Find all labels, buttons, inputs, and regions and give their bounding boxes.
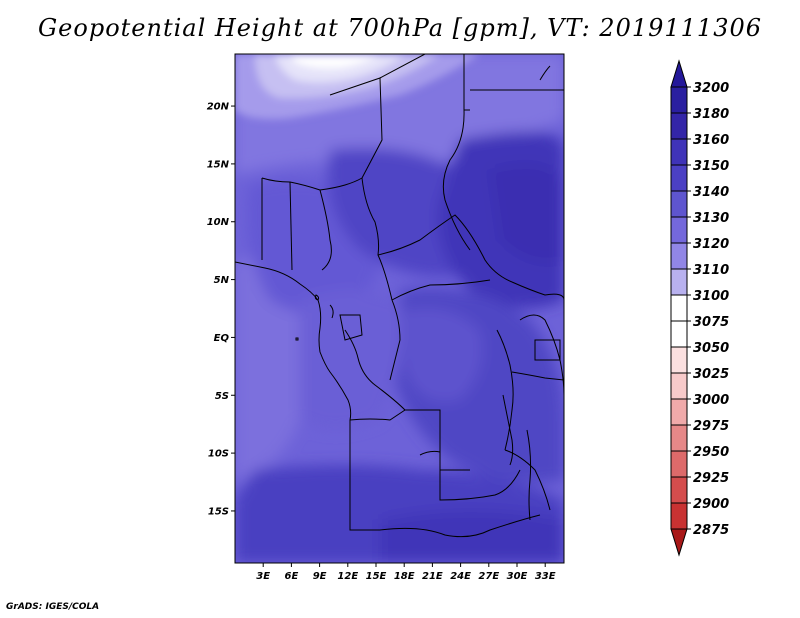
colorbar-label: 2925 [693,471,729,486]
colorbar-swatch [670,138,688,166]
grads-credit: GrADS: IGES/COLA [6,602,100,612]
colorbar-swatch [670,346,688,374]
colorbar-label: 2875 [693,523,729,538]
colorbar-swatch [670,450,688,478]
colorbar-label: 2975 [693,419,729,434]
colorbar-swatch [670,320,688,348]
lon-tick-label: 27E [478,571,499,582]
lon-tick-label: 9E [313,571,327,582]
lon-tick-label: 24E [450,571,471,582]
colorbar-label: 2950 [693,445,729,460]
lon-tick-label: 33E [535,571,556,582]
chart-title: Geopotential Height at 700hPa [gpm], VT:… [38,14,762,42]
colorbar-label: 3000 [693,393,729,408]
colorbar-label: 3150 [693,159,729,174]
colorbar: 3200 3180 3160 3150 3140 3130 3120 3110 3100 3075… [670,59,729,557]
colorbar-swatch [670,216,688,244]
lon-tick-label: 12E [337,571,358,582]
lat-tick-label: 10N [207,217,230,228]
colorbar-label: 3100 [693,289,729,304]
colorbar-swatch [670,112,688,140]
lat-tick-label: 15N [207,159,230,170]
colorbar-label: 3110 [693,263,729,278]
colorbar-label: 3120 [693,237,729,252]
lat-tick-label: 10S [208,449,229,460]
colorbar-label: 3200 [693,81,729,96]
lon-tick-label: 6E [285,571,299,582]
colorbar-swatch [670,86,688,114]
country-borders [235,54,564,538]
colorbar-swatch [670,294,688,322]
lat-tick-label: 5S [215,391,229,402]
lon-tick-label: 15E [366,571,387,582]
lat-tick-label: 15S [208,506,229,517]
colorbar-swatch [670,164,688,192]
height-field [235,54,564,563]
colorbar-bottom-cap [670,528,688,557]
colorbar-swatch [670,372,688,400]
lat-tick-label: EQ [214,333,230,344]
map-frame [234,53,565,564]
lon-tick-label: 30E [507,571,528,582]
colorbar-swatch [670,502,688,530]
lon-tick-label: 18E [394,571,415,582]
colorbar-label: 3050 [693,341,729,356]
colorbar-swatch [670,190,688,218]
colorbar-label: 3180 [693,107,729,122]
colorbar-label: 3140 [693,185,729,200]
colorbar-label: 3075 [693,315,729,330]
colorbar-label: 3130 [693,211,729,226]
colorbar-label: 3160 [693,133,729,148]
lat-tick-label: 5N [214,275,230,286]
lon-tick-label: 21E [422,571,443,582]
lat-tick-label: 20N [207,102,230,113]
colorbar-swatch [670,476,688,504]
colorbar-swatch [670,242,688,270]
lon-tick-label: 3E [256,571,270,582]
colorbar-label: 3025 [693,367,729,382]
colorbar-swatch [670,424,688,452]
colorbar-label: 2900 [693,497,729,512]
longitude-axis: 3E 6E 9E 12E 15E 18E 21E 24E 27E 30E 33E [256,563,556,582]
colorbar-top-cap [670,59,688,88]
colorbar-swatch [670,268,688,296]
colorbar-swatch [670,398,688,426]
latitude-axis: 20N 15N 10N 5N EQ 5S 10S 15S [207,102,235,517]
